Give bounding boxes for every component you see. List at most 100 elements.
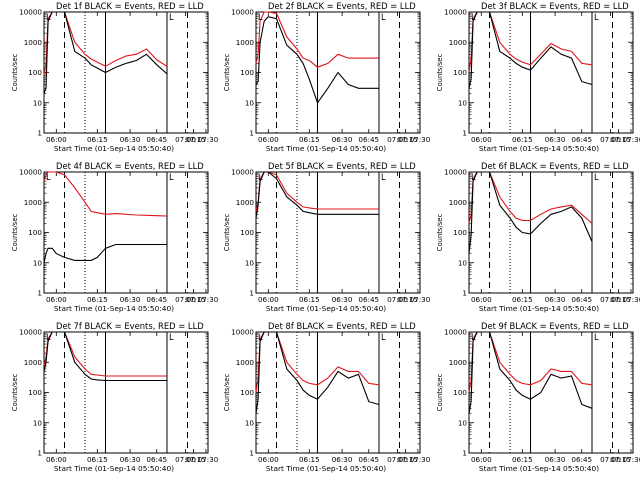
- y-tick-label: 10000: [444, 328, 467, 337]
- y-tick-label: 1000: [236, 198, 255, 207]
- y-tick-label: 1: [37, 449, 42, 458]
- y-axis-label: Counts/sec: [11, 374, 19, 412]
- x-tick-label: 06:45: [358, 455, 379, 464]
- x-tick-label: 06:45: [146, 295, 167, 304]
- x-tick-label: 06:30: [545, 135, 566, 144]
- x-tick-label: 06:45: [146, 135, 167, 144]
- x-tick-label: 07:15: [397, 295, 418, 304]
- plot-frame: [468, 11, 634, 134]
- corner-label-right: L: [169, 12, 174, 22]
- x-tick-label: 06:45: [571, 295, 592, 304]
- x-tick-label: 06:00: [258, 135, 279, 144]
- x-tick-label: 06:30: [120, 455, 141, 464]
- x-tick-label: 06:30: [332, 295, 353, 304]
- x-tick-label: 06:00: [46, 455, 67, 464]
- x-tick-label: 06:45: [571, 455, 592, 464]
- y-tick-label: 1000: [236, 358, 255, 367]
- x-tick-label: 06:30: [545, 295, 566, 304]
- x-tick-label: 07:00: [175, 295, 196, 304]
- y-tick-label: 100: [28, 388, 42, 397]
- events-series-line: [255, 331, 380, 414]
- corner-label-right: L: [594, 172, 599, 182]
- lld-series-line: [255, 11, 379, 68]
- events-series-line: [43, 243, 167, 263]
- panel-5: Det 5f BLACK = Events, RED = LLD 1 10 100 10…: [223, 161, 431, 313]
- y-tick-label: 10: [245, 418, 255, 427]
- y-tick-label: 1000: [449, 198, 468, 207]
- y-tick-label: 10: [245, 98, 255, 107]
- y-tick-label: 100: [28, 68, 42, 77]
- panel-9: Det 9f BLACK = Events, RED = LLD 1 10 100 10…: [436, 321, 640, 473]
- x-tick-label: 06:00: [471, 455, 492, 464]
- panel-title: Det 1f BLACK = Events, RED = LLD: [56, 1, 204, 11]
- plot-frame: [468, 171, 634, 294]
- x-tick-label: 07:30: [623, 455, 640, 464]
- x-tick-label: 07:15: [185, 135, 206, 144]
- x-tick-label: 07:00: [387, 135, 408, 144]
- panel-7: Det 7f BLACK = Events, RED = LLD 1 10 100 10…: [11, 321, 219, 473]
- x-tick-label: 07:00: [175, 455, 196, 464]
- x-tick-label: 07:00: [387, 295, 408, 304]
- y-axis-label: Counts/sec: [436, 374, 444, 412]
- x-axis-label: Start Time (01-Sep-14 05:50:40): [266, 464, 386, 473]
- x-tick-label: 06:15: [299, 295, 320, 304]
- x-tick-label: 06:30: [120, 135, 141, 144]
- corner-label-left: L: [471, 332, 476, 342]
- x-tick-label: 06:00: [46, 135, 67, 144]
- y-tick-label: 10000: [444, 168, 467, 177]
- panel-title: Det 4f BLACK = Events, RED = LLD: [56, 161, 204, 171]
- x-tick-label: 07:30: [410, 135, 431, 144]
- events-series-line: [468, 331, 593, 414]
- x-tick-label: 07:30: [410, 455, 431, 464]
- x-tick-label: 06:00: [258, 295, 279, 304]
- y-tick-label: 10: [33, 98, 43, 107]
- events-series-line: [468, 11, 593, 89]
- y-tick-label: 100: [453, 228, 467, 237]
- y-tick-label: 1: [37, 289, 42, 298]
- x-tick-label: 07:00: [600, 135, 621, 144]
- y-tick-label: 10000: [231, 328, 254, 337]
- x-tick-label: 07:15: [610, 135, 631, 144]
- plot-frame: [43, 11, 209, 134]
- x-tick-label: 06:30: [120, 295, 141, 304]
- events-series-line: [255, 16, 379, 104]
- panel-title: Det 7f BLACK = Events, RED = LLD: [56, 321, 204, 331]
- y-tick-label: 1000: [24, 358, 43, 367]
- y-axis-label: Counts/sec: [11, 54, 19, 92]
- corner-label-left: L: [471, 172, 476, 182]
- events-series-line: [468, 171, 593, 254]
- x-tick-label: 06:15: [299, 135, 320, 144]
- corner-label-right: L: [169, 172, 174, 182]
- events-series-line: [43, 11, 168, 94]
- x-tick-label: 07:00: [387, 455, 408, 464]
- corner-label-right: L: [169, 332, 174, 342]
- panel-title: Det 9f BLACK = Events, RED = LLD: [481, 321, 629, 331]
- panel-title: Det 8f BLACK = Events, RED = LLD: [268, 321, 416, 331]
- x-tick-label: 06:15: [299, 455, 320, 464]
- events-series-line: [255, 171, 379, 219]
- x-tick-label: 06:45: [358, 135, 379, 144]
- y-axis-label: Counts/sec: [436, 214, 444, 252]
- y-tick-label: 1: [37, 129, 42, 138]
- y-axis-label: Counts/sec: [223, 214, 231, 252]
- x-axis-label: Start Time (01-Sep-14 05:50:40): [54, 464, 174, 473]
- y-axis-label: Counts/sec: [436, 54, 444, 92]
- x-tick-label: 06:45: [358, 295, 379, 304]
- y-tick-label: 10: [33, 258, 43, 267]
- panel-1: Det 1f BLACK = Events, RED = LLD 1 10 100 10…: [11, 1, 219, 153]
- y-tick-label: 10: [33, 418, 43, 427]
- panel-title: Det 5f BLACK = Events, RED = LLD: [268, 161, 416, 171]
- x-tick-label: 06:15: [512, 135, 533, 144]
- y-axis-label: Counts/sec: [11, 214, 19, 252]
- y-tick-label: 1000: [449, 38, 468, 47]
- corner-label-left: L: [46, 332, 51, 342]
- corner-label-left: L: [46, 172, 51, 182]
- y-tick-label: 1000: [24, 198, 43, 207]
- panel-title: Det 2f BLACK = Events, RED = LLD: [268, 1, 416, 11]
- x-tick-label: 07:00: [600, 455, 621, 464]
- y-tick-label: 100: [453, 68, 467, 77]
- x-tick-label: 07:30: [623, 295, 640, 304]
- y-tick-label: 10000: [444, 8, 467, 17]
- corner-label-left: L: [258, 12, 263, 22]
- x-tick-label: 07:30: [410, 295, 431, 304]
